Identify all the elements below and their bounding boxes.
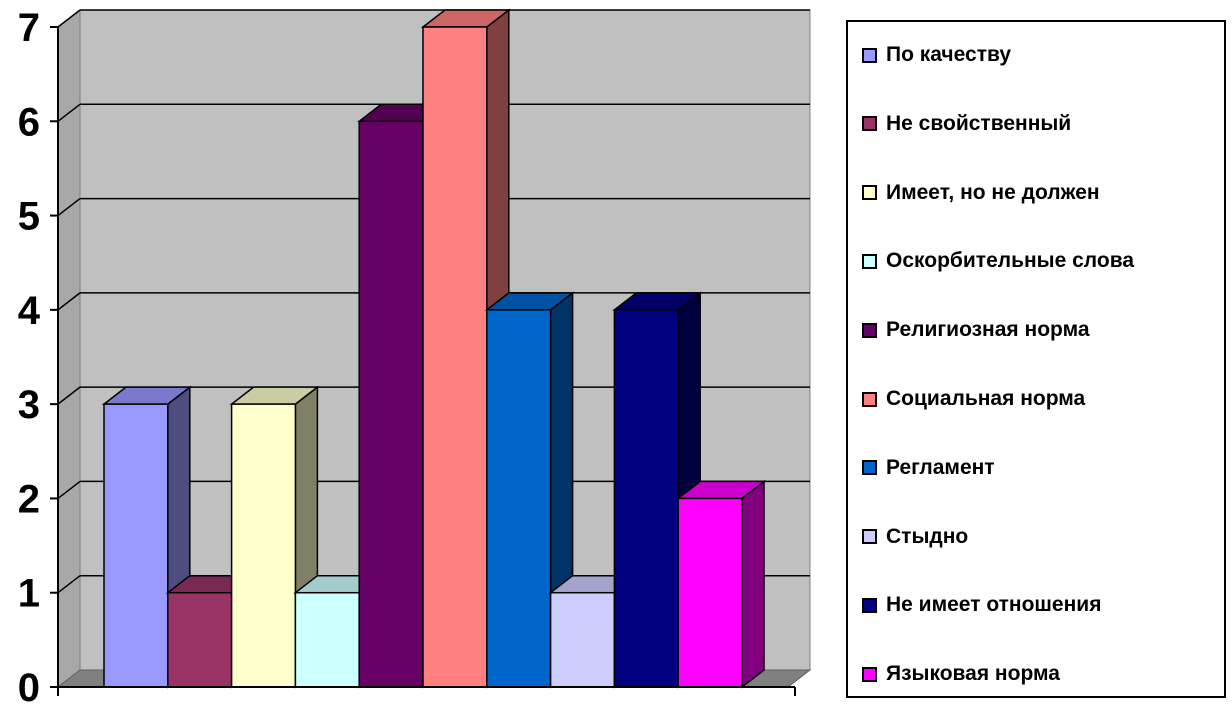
legend-item: Языковая норма <box>862 661 1060 687</box>
bar-front <box>103 403 169 688</box>
legend-label: Религиозная норма <box>886 318 1090 342</box>
bar <box>612 291 703 689</box>
y-tick-label: 1 <box>18 572 40 616</box>
legend-swatch <box>862 460 877 476</box>
gridline-side <box>57 292 81 311</box>
legend-label: Социальная норма <box>886 387 1086 410</box>
legend-item: Оскорбительные слова <box>862 248 1134 274</box>
bar-side <box>741 479 765 689</box>
y-tick-label: 3 <box>18 383 40 427</box>
bar-front <box>358 120 424 688</box>
bar-front <box>486 309 552 688</box>
legend-item: Регламент <box>862 455 995 481</box>
bar <box>676 479 767 689</box>
bar <box>484 291 575 689</box>
legend-item: По качеству <box>862 42 1011 68</box>
legend-label: Языковая норма <box>886 662 1060 686</box>
legend-swatch <box>862 529 877 545</box>
bar <box>420 8 511 689</box>
legend-label: Регламент <box>886 455 995 479</box>
legend-label: Оскорбительные слова <box>886 249 1135 273</box>
legend-swatch <box>862 666 877 682</box>
legend-label: Имеет, но не должен <box>886 180 1100 204</box>
legend-label: По качеству <box>886 43 1012 66</box>
legend-item: Религиозная норма <box>862 317 1090 343</box>
legend-label: Стыдно <box>886 524 969 548</box>
bar-front <box>167 591 233 688</box>
legend-label: Не имеет отношения <box>886 593 1102 617</box>
legend-swatch <box>862 597 877 613</box>
bar-front <box>549 591 616 688</box>
y-tick-label: 7 <box>18 6 40 50</box>
gridline-side <box>57 197 81 217</box>
gridline-side <box>57 103 81 122</box>
legend-item: Стыдно <box>862 524 968 550</box>
legend-item: Не свойственный <box>862 111 1071 137</box>
bar-front <box>677 497 743 688</box>
back-wall <box>57 8 81 689</box>
bar <box>229 385 320 689</box>
legend-swatch <box>862 322 877 338</box>
legend-swatch <box>862 185 877 201</box>
bar-front <box>422 26 488 688</box>
bars <box>101 8 767 689</box>
bar-chart: 0 1 2 3 4 5 6 7 <box>18 6 812 704</box>
y-tick-label: 4 <box>18 289 41 333</box>
bar-front <box>613 309 679 688</box>
legend-swatch <box>862 47 877 63</box>
legend-swatch <box>862 116 877 132</box>
legend-item: Не имеет отношения <box>862 592 1101 618</box>
gridline-side <box>57 386 81 405</box>
y-tick-label: 2 <box>18 477 40 521</box>
bar-front <box>294 591 360 688</box>
y-tick-label: 6 <box>18 100 40 144</box>
legend-item: Имеет, но не должен <box>862 180 1100 206</box>
legend-swatch <box>862 391 877 407</box>
bar-front <box>230 403 297 688</box>
y-tick-label: 5 <box>18 195 40 239</box>
y-tick-label: 0 <box>18 666 40 704</box>
legend-label: Не свойственный <box>886 111 1072 135</box>
gridline-side <box>57 575 81 594</box>
legend: По качеству Не свойственный Имеет, но не д… <box>846 20 1226 698</box>
gridline-side <box>57 9 81 28</box>
gridline-side <box>57 480 81 500</box>
y-axis-ticks: 0 1 2 3 4 5 6 7 <box>18 6 58 704</box>
legend-item: Социальная норма <box>862 386 1085 412</box>
legend-swatch <box>862 253 877 269</box>
